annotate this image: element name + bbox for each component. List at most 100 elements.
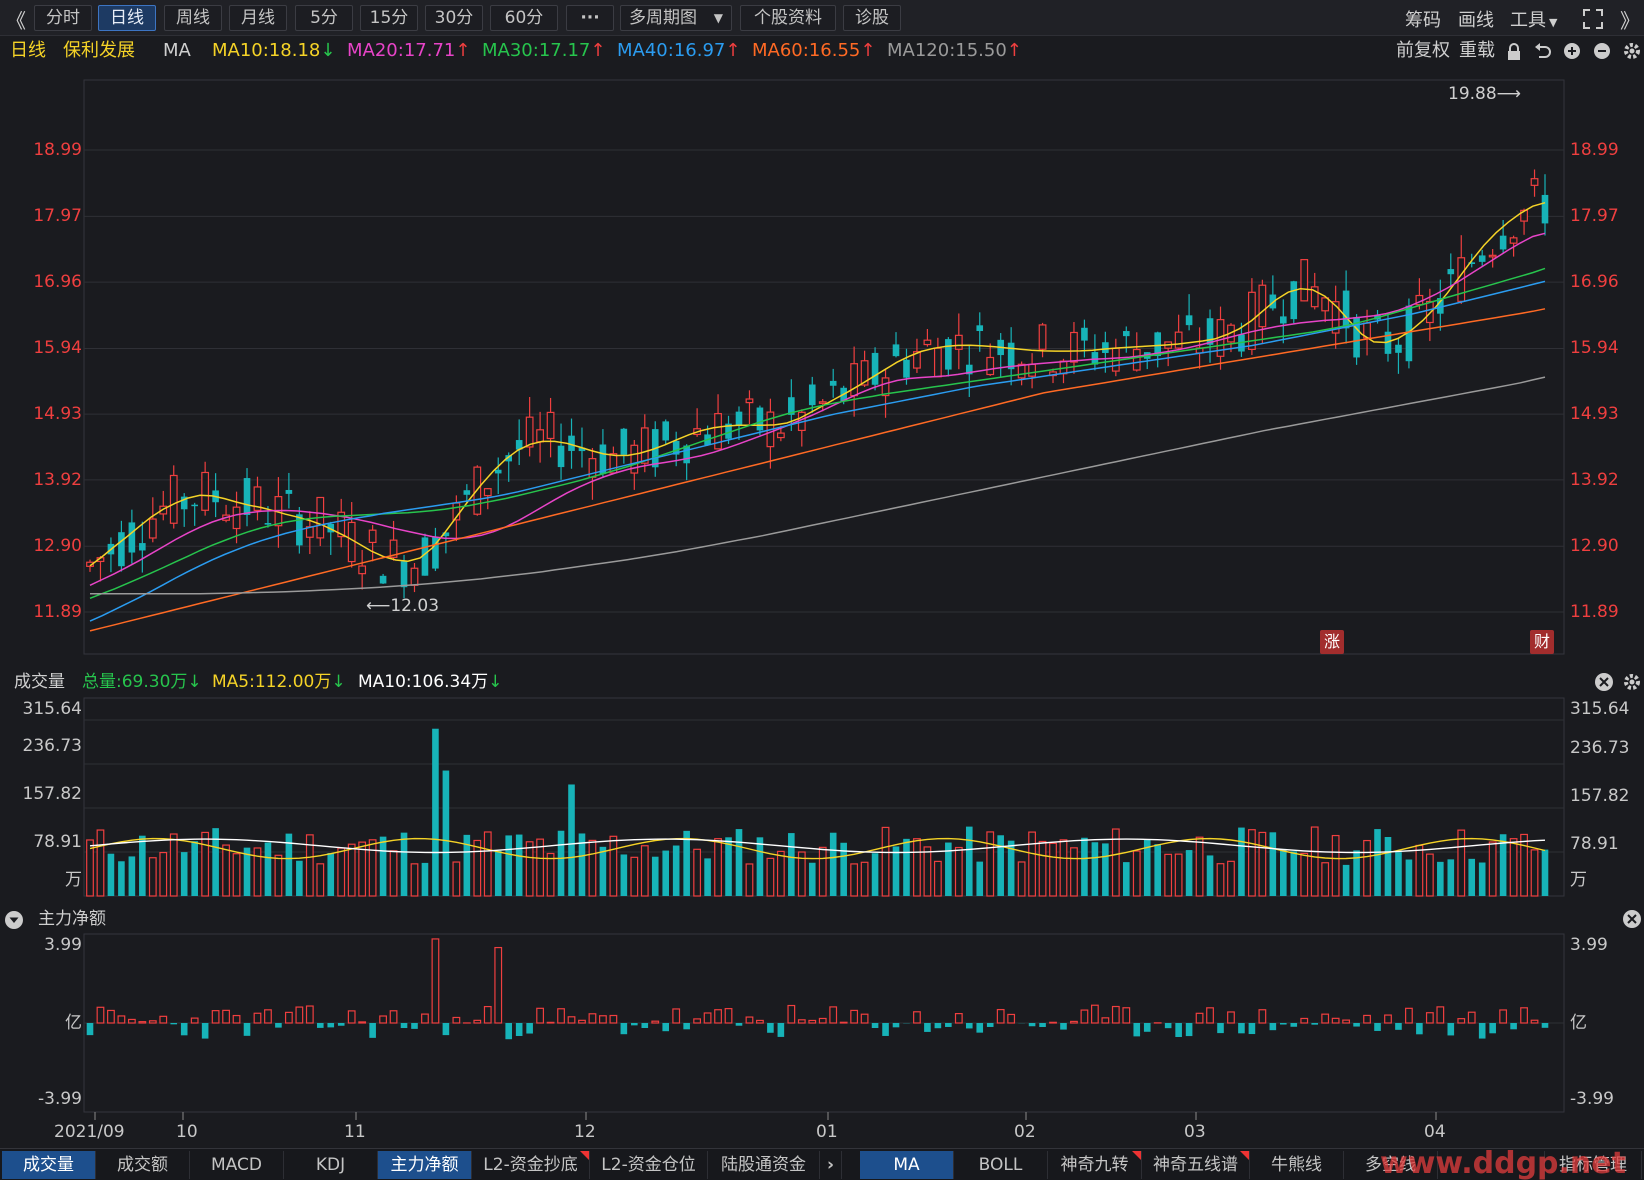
flow-bar xyxy=(536,1007,545,1024)
reload-button[interactable]: 重载 xyxy=(1459,40,1495,61)
collapse-icon[interactable] xyxy=(4,910,24,930)
volume-bar xyxy=(316,863,325,897)
flow-bar xyxy=(1090,1004,1099,1024)
tab-magic-nine[interactable]: 神奇九转 xyxy=(1048,1151,1142,1179)
candle-body xyxy=(1081,327,1088,341)
tab-60min[interactable]: 60分 xyxy=(490,5,558,31)
tab-daily[interactable]: 日线 xyxy=(98,5,156,31)
volume-bar xyxy=(714,838,722,897)
flow-bar xyxy=(620,1023,628,1035)
fullscreen-icon[interactable] xyxy=(1582,8,1604,30)
tab-15min[interactable]: 15分 xyxy=(360,5,418,31)
tab-30min[interactable]: 30分 xyxy=(425,5,483,31)
tab-fenshi[interactable]: 分时 xyxy=(34,5,92,31)
tools-button[interactable]: 工具 ▼ xyxy=(1510,6,1557,32)
price-axis-label-right: 16.96 xyxy=(1570,272,1619,292)
candle-body xyxy=(483,488,492,497)
tab-weekly[interactable]: 周线 xyxy=(164,5,222,31)
candle-body xyxy=(1038,324,1047,350)
tab-boll[interactable]: BOLL xyxy=(954,1151,1048,1179)
volume-ma10-line xyxy=(89,838,1546,854)
volume-bar xyxy=(1405,859,1413,896)
flow-bar xyxy=(505,1023,513,1040)
volume-bar xyxy=(588,839,597,897)
flow-bar xyxy=(976,1023,984,1033)
volume-bar xyxy=(871,853,879,896)
candle-body xyxy=(1425,300,1434,324)
candle-body xyxy=(620,428,628,455)
candle-body xyxy=(515,440,523,450)
back-icon[interactable]: 《 xyxy=(6,9,26,33)
candle-body xyxy=(118,532,125,567)
candle-body xyxy=(232,506,241,530)
volume-bar xyxy=(1017,861,1026,897)
flow-bar xyxy=(1311,1023,1319,1025)
flow-bar xyxy=(1467,1011,1476,1024)
ma40-value: MA40:16.97↑ xyxy=(617,40,741,61)
volume-bar xyxy=(337,847,346,897)
indicator-manage-button[interactable]: 指标管理 xyxy=(1544,1151,1642,1179)
flow-bar xyxy=(546,1021,555,1024)
flow-bar xyxy=(275,1023,282,1028)
tab-macd[interactable]: MACD xyxy=(190,1151,284,1179)
rise-badge[interactable]: 涨 xyxy=(1320,630,1344,654)
flow-bar xyxy=(924,1023,931,1032)
tab-kdj[interactable]: KDJ xyxy=(284,1151,378,1179)
tab-volume[interactable]: 成交量 xyxy=(2,1151,96,1179)
tab-5min[interactable]: 5分 xyxy=(295,5,353,31)
tab-turnover[interactable]: 成交额 xyxy=(96,1151,190,1179)
volume-bar xyxy=(954,846,963,897)
zoom-in-icon[interactable] xyxy=(1562,41,1582,61)
candle-body xyxy=(1541,194,1549,224)
more-icon[interactable]: ··· xyxy=(566,5,614,31)
ma-header: 日线 保利发展 MA MA10:18.18↓ MA20:17.71↑ MA30:… xyxy=(0,36,1644,66)
flow-bar xyxy=(1300,1017,1309,1024)
volume-bar xyxy=(494,850,502,896)
tab-monthly[interactable]: 月线 xyxy=(229,5,287,31)
tab-hk-connect[interactable]: 陆股通资金 xyxy=(708,1151,820,1179)
settings-gear-icon[interactable] xyxy=(1622,41,1642,61)
tab-magic-five[interactable]: 神奇五线谱 xyxy=(1142,1151,1250,1179)
tab-diagnose[interactable]: 诊股 xyxy=(843,5,901,31)
flow-bar xyxy=(148,1020,157,1024)
close-icon[interactable] xyxy=(1622,909,1642,929)
undo-icon[interactable] xyxy=(1533,41,1553,61)
tab-magic-five-label: 神奇五线谱 xyxy=(1153,1155,1238,1175)
close-icon[interactable] xyxy=(1594,672,1614,692)
multi-period-dropdown[interactable]: 多周期图 ▼ xyxy=(620,5,732,31)
volume-bar xyxy=(568,784,575,896)
zoom-out-icon[interactable] xyxy=(1592,41,1612,61)
tab-main-flow[interactable]: 主力净额 xyxy=(378,1151,472,1179)
tab-l2-bottom[interactable]: L2-资金抄底 xyxy=(472,1151,590,1179)
settings-gear-icon[interactable] xyxy=(1622,672,1642,692)
volume-bar xyxy=(232,853,241,897)
tab-l2-position[interactable]: L2-资金仓位 xyxy=(590,1151,708,1179)
draw-button[interactable]: 画线 xyxy=(1458,10,1494,31)
volume-bar xyxy=(892,846,900,896)
candle-body xyxy=(871,352,879,385)
volume-bar xyxy=(1143,839,1151,896)
tab-long-short[interactable]: 多空线 xyxy=(1344,1151,1438,1179)
flow-bar xyxy=(1217,1023,1224,1034)
flow-bar xyxy=(818,1017,827,1024)
volume-bar xyxy=(620,854,628,896)
flow-bar xyxy=(127,1018,136,1024)
ma120-value: MA120:15.50↑ xyxy=(887,40,1022,61)
flow-bar xyxy=(1248,1023,1256,1035)
flow-bar xyxy=(945,1023,952,1027)
tab-bull-bear[interactable]: 牛熊线 xyxy=(1250,1151,1344,1179)
chips-button[interactable]: 筹码 xyxy=(1405,10,1441,31)
lock-icon[interactable] xyxy=(1505,42,1523,62)
flow-bar xyxy=(526,1023,533,1034)
finance-badge[interactable]: 财 xyxy=(1530,630,1554,654)
tab-stock-info[interactable]: 个股资料 xyxy=(740,5,836,31)
forward-icon[interactable]: 》 xyxy=(1620,9,1640,33)
fuquan-button[interactable]: 前复权 xyxy=(1396,40,1450,61)
kline-chart[interactable] xyxy=(0,0,1644,1148)
flow-bar xyxy=(996,1008,1005,1024)
flow-bar xyxy=(651,1020,660,1024)
chevron-right-icon[interactable]: › xyxy=(820,1151,842,1179)
tab-ma[interactable]: MA xyxy=(860,1151,954,1179)
candle-body xyxy=(1499,235,1507,250)
candle-body xyxy=(1132,348,1141,371)
